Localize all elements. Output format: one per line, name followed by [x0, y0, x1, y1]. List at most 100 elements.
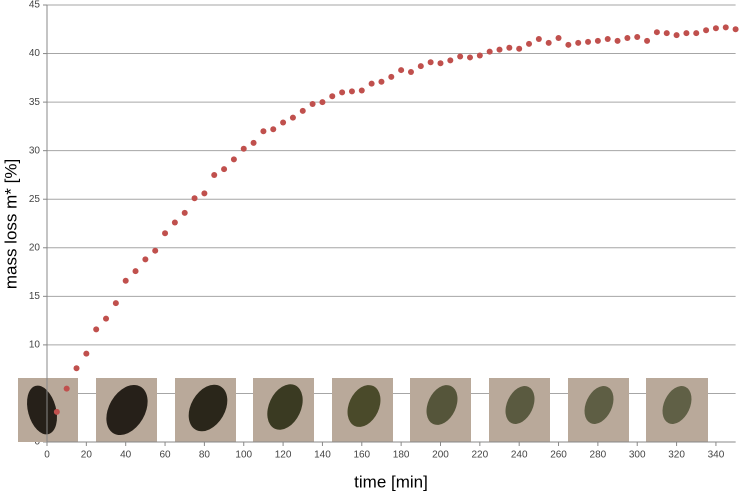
data-point: [53, 408, 60, 415]
x-tick-label: 180: [393, 450, 410, 461]
data-point: [496, 46, 503, 53]
data-point: [398, 67, 405, 74]
data-point: [171, 219, 178, 226]
data-point: [703, 27, 710, 34]
data-point: [722, 24, 729, 31]
data-point: [358, 87, 365, 94]
x-tick-label: 0: [44, 450, 50, 461]
data-point: [93, 326, 100, 333]
photo: [253, 378, 314, 442]
y-tick-label: 15: [29, 291, 41, 302]
data-point: [653, 29, 660, 36]
x-tick-label: 260: [550, 450, 567, 461]
data-point: [506, 44, 513, 51]
data-point: [437, 60, 444, 67]
data-point: [329, 93, 336, 100]
y-tick-label: 40: [29, 48, 41, 59]
x-tick-label: 340: [708, 450, 725, 461]
data-point: [585, 38, 592, 45]
data-point: [348, 88, 355, 95]
x-tick-label: 280: [590, 450, 607, 461]
data-point: [683, 30, 690, 37]
data-point: [614, 37, 621, 44]
x-tick-label: 20: [81, 450, 93, 461]
data-point: [63, 385, 70, 392]
data-point: [693, 30, 700, 37]
data-point: [270, 126, 277, 133]
data-point: [368, 80, 375, 87]
data-point: [319, 99, 326, 106]
photo: [489, 378, 550, 442]
photo: [646, 378, 708, 442]
data-point: [230, 156, 237, 163]
data-point: [388, 73, 395, 80]
photo: [568, 378, 629, 442]
x-tick-label: 40: [120, 450, 132, 461]
x-axis-label: time [min]: [354, 472, 428, 491]
data-point: [103, 315, 110, 322]
data-point: [634, 34, 641, 41]
photo: [96, 378, 157, 442]
data-point: [378, 78, 385, 85]
data-point: [476, 52, 483, 59]
data-point: [555, 35, 562, 42]
data-point: [162, 230, 169, 237]
data-point: [594, 37, 601, 44]
x-tick-label: 140: [314, 450, 331, 461]
x-tick-label: 80: [199, 450, 211, 461]
data-point: [211, 171, 218, 178]
data-point: [712, 25, 719, 32]
y-axis-label: mass loss m* [%]: [1, 159, 20, 289]
data-point: [240, 145, 247, 152]
data-point: [624, 35, 631, 42]
y-tick-label: 30: [29, 145, 41, 156]
x-tick-label: 200: [432, 450, 449, 461]
data-point: [289, 114, 296, 121]
x-tick-label: 160: [353, 450, 370, 461]
data-point: [447, 57, 454, 64]
data-point: [663, 30, 670, 37]
y-tick-label: 25: [29, 194, 41, 205]
data-point: [201, 190, 208, 197]
x-tick-label: 100: [235, 450, 252, 461]
x-tick-label: 320: [668, 450, 685, 461]
photo: [175, 378, 236, 442]
data-point: [122, 277, 129, 284]
data-point: [83, 350, 90, 357]
data-point: [486, 48, 493, 55]
data-point: [535, 35, 542, 42]
data-point: [191, 195, 198, 202]
data-point: [299, 107, 306, 114]
data-point: [407, 69, 414, 76]
x-tick-label: 60: [159, 450, 171, 461]
data-point: [575, 39, 582, 46]
y-tick-label: 20: [29, 242, 41, 253]
data-point: [112, 300, 119, 307]
data-point: [73, 365, 80, 372]
data-point: [142, 256, 149, 263]
data-point: [260, 128, 267, 135]
data-point: [565, 41, 572, 48]
data-point: [280, 119, 287, 126]
data-point: [466, 54, 473, 61]
data-point: [339, 89, 346, 96]
data-point: [250, 139, 257, 146]
data-point: [152, 247, 159, 254]
x-tick-label: 120: [275, 450, 292, 461]
y-tick-label: 10: [29, 340, 41, 351]
data-point: [604, 35, 611, 42]
y-tick-label: 35: [29, 97, 41, 108]
data-point: [673, 32, 680, 39]
x-tick-label: 240: [511, 450, 528, 461]
y-tick-label: 45: [29, 0, 41, 11]
photo: [410, 378, 471, 442]
data-point: [221, 166, 228, 173]
data-point: [309, 101, 316, 108]
photo-strip: [18, 378, 708, 442]
x-tick-label: 220: [471, 450, 488, 461]
data-point: [181, 209, 188, 216]
photo: [332, 378, 393, 442]
data-point: [526, 40, 533, 47]
data-point: [132, 268, 139, 275]
